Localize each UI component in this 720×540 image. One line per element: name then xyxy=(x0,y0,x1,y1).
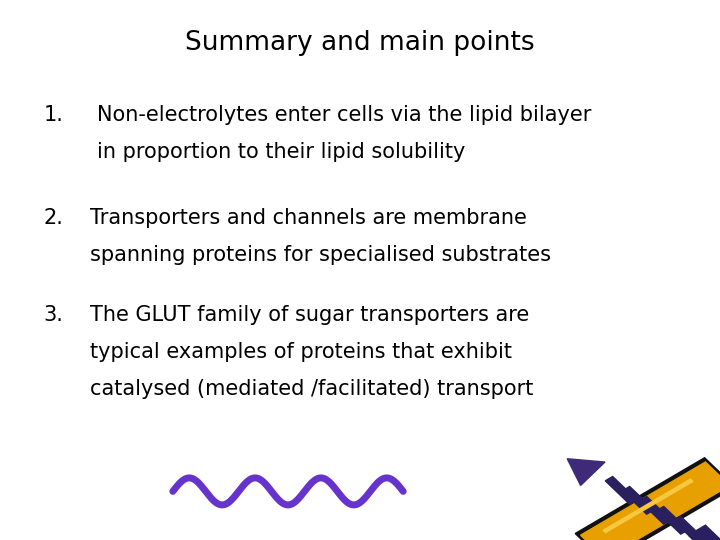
Polygon shape xyxy=(673,516,705,540)
Text: Summary and main points: Summary and main points xyxy=(185,30,535,56)
Text: 1.: 1. xyxy=(43,105,63,125)
Text: Non-electrolytes enter cells via the lipid bilayer: Non-electrolytes enter cells via the lip… xyxy=(97,105,592,125)
Text: spanning proteins for specialised substrates: spanning proteins for specialised substr… xyxy=(90,245,551,265)
Text: 3.: 3. xyxy=(43,305,63,325)
Polygon shape xyxy=(622,487,654,514)
Polygon shape xyxy=(639,496,671,524)
Polygon shape xyxy=(580,462,720,540)
Text: The GLUT family of sugar transporters are: The GLUT family of sugar transporters ar… xyxy=(90,305,529,325)
Polygon shape xyxy=(657,507,688,534)
Polygon shape xyxy=(603,479,693,532)
Polygon shape xyxy=(575,458,720,540)
Polygon shape xyxy=(688,525,720,540)
Text: in proportion to their lipid solubility: in proportion to their lipid solubility xyxy=(97,142,466,162)
Polygon shape xyxy=(606,476,637,504)
Text: catalysed (mediated /facilitated) transport: catalysed (mediated /facilitated) transp… xyxy=(90,379,534,399)
Text: typical examples of proteins that exhibit: typical examples of proteins that exhibi… xyxy=(90,342,512,362)
Text: Transporters and channels are membrane: Transporters and channels are membrane xyxy=(90,208,527,228)
Text: 2.: 2. xyxy=(43,208,63,228)
Polygon shape xyxy=(567,459,605,485)
